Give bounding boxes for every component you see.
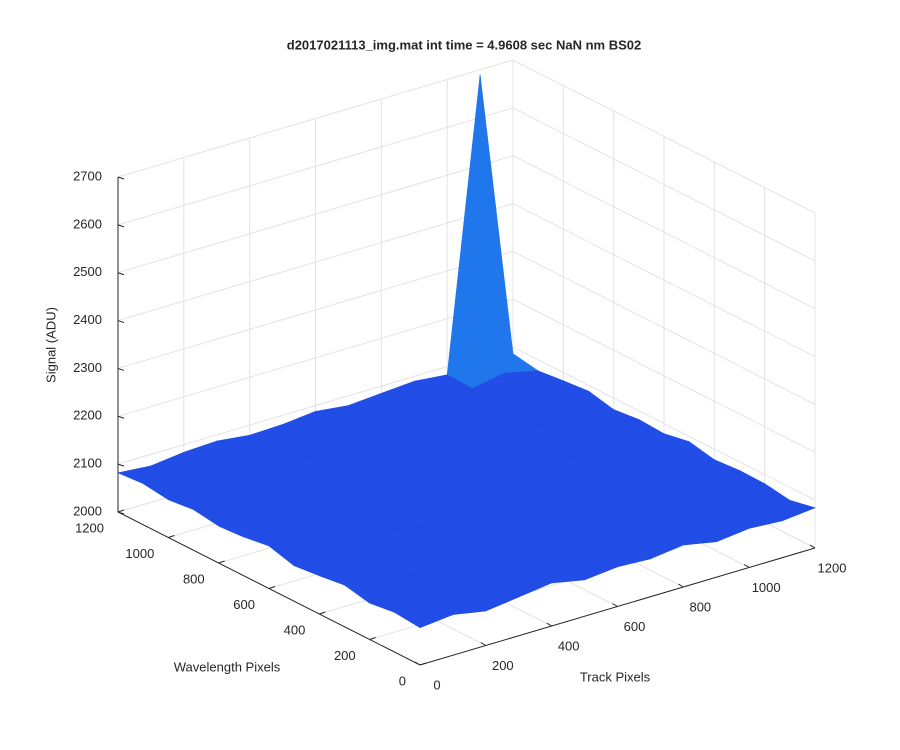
x-tick-label: 200 (492, 658, 514, 673)
grid-line (117, 59, 816, 214)
z-tick-label: 2700 (73, 168, 102, 183)
y-tick-label: 1200 (75, 520, 104, 535)
x-tick-label: 400 (558, 638, 580, 653)
z-tick-label: 2500 (73, 264, 102, 279)
x-tick (480, 642, 487, 646)
y-tick-label: 1000 (125, 546, 154, 561)
z-tick (117, 463, 125, 467)
z-tick (117, 224, 125, 228)
x-tick (546, 622, 552, 627)
z-tick-label: 2400 (73, 312, 102, 327)
x-tick-label: 600 (624, 619, 646, 634)
z-tick (117, 272, 125, 276)
y-tick-label: 200 (334, 648, 356, 663)
z-tick-label: 2200 (73, 408, 102, 423)
y-tick (319, 611, 326, 615)
x-tick (612, 603, 618, 607)
y-tick (168, 535, 175, 538)
x-tick-label: 1000 (752, 580, 781, 595)
x-axis-label: Track Pixels (580, 669, 651, 684)
chart-title: d2017021113_img.mat int time = 4.9608 se… (287, 37, 641, 52)
y-tick-label: 0 (399, 673, 406, 688)
x-tick (678, 583, 684, 588)
x-tick-label: 800 (689, 599, 711, 614)
grid-line (117, 107, 816, 262)
grid-line (117, 203, 816, 358)
y-tick (419, 662, 427, 666)
x-tick (743, 564, 750, 568)
z-tick-label: 2300 (73, 360, 102, 375)
surface-face (393, 606, 454, 629)
z-tick-label: 2100 (73, 456, 102, 471)
grid-line (117, 298, 816, 453)
y-tick (218, 560, 225, 564)
z-tick-label: 2600 (73, 216, 102, 231)
y-tick (369, 637, 376, 640)
z-axis-label: Signal (ADU) (43, 307, 58, 383)
y-tick-label: 800 (183, 571, 205, 586)
z-tick (117, 511, 125, 515)
grid-line (117, 250, 816, 405)
y-tick (268, 586, 276, 589)
x-tick (414, 661, 421, 666)
x-tick-label: 1200 (818, 560, 847, 575)
y-tick (117, 509, 125, 513)
z-tick (117, 415, 125, 419)
z-tick (117, 320, 125, 324)
grid-line (117, 155, 816, 310)
z-tick-label: 2000 (73, 503, 102, 518)
grid-line (117, 346, 816, 501)
z-tick (117, 176, 125, 180)
z-tick (117, 367, 125, 371)
x-tick (809, 544, 816, 549)
x-tick-label: 0 (433, 677, 440, 692)
y-axis-label: Wavelength Pixels (174, 659, 281, 674)
y-tick-label: 400 (284, 622, 306, 637)
y-tick-label: 600 (233, 597, 255, 612)
